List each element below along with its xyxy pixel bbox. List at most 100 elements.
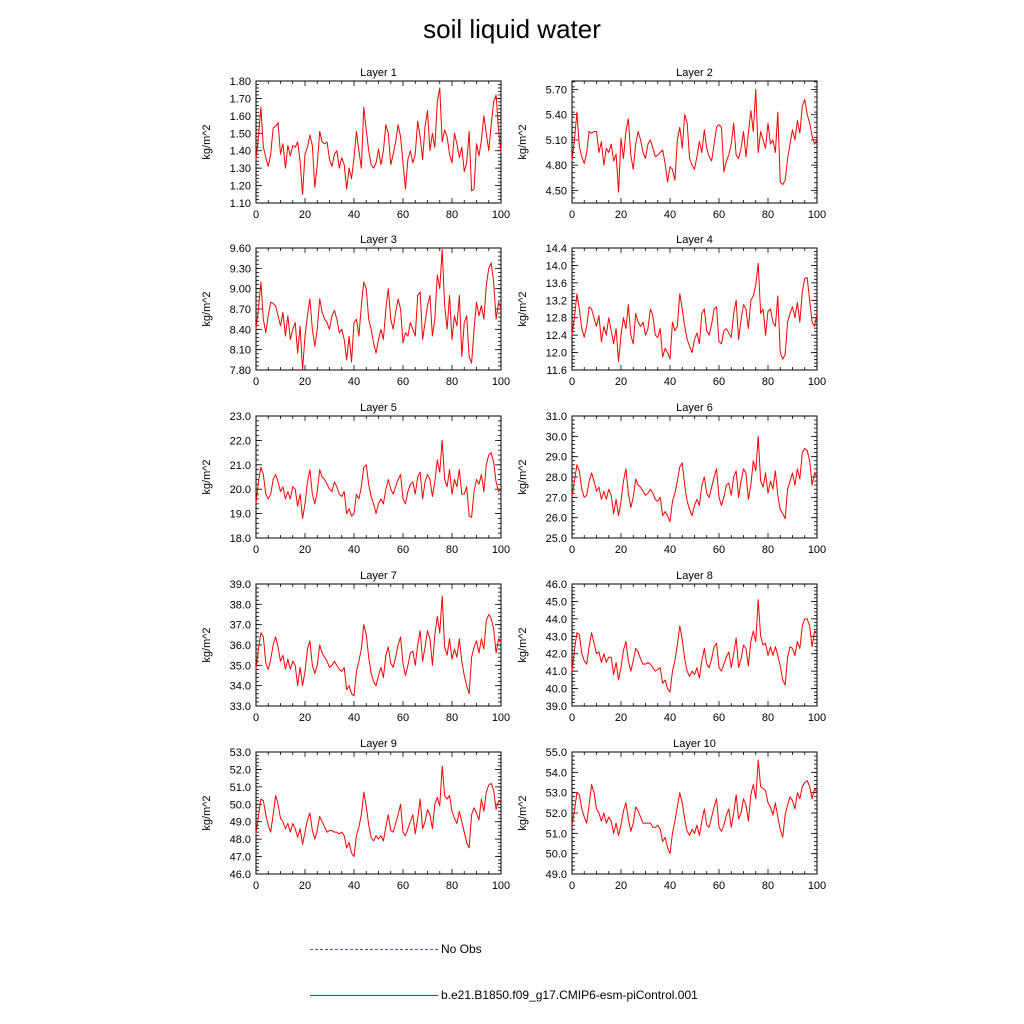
y-axis-label: kg/m^2 <box>517 795 529 830</box>
y-tick-label: 1.40 <box>230 146 251 158</box>
y-tick-label: 26.0 <box>546 513 567 525</box>
panel-title: Layer 3 <box>360 234 397 246</box>
x-tick-label: 0 <box>253 712 259 724</box>
x-tick-label: 0 <box>569 712 575 724</box>
series-line-model-run <box>255 87 502 195</box>
x-tick-label: 100 <box>808 880 826 892</box>
y-tick-label: 51.0 <box>230 782 251 794</box>
x-tick-label: 40 <box>664 880 676 892</box>
y-axis-label: kg/m^2 <box>517 459 529 494</box>
x-tick-label: 80 <box>446 544 458 556</box>
y-tick-label: 53.0 <box>230 747 251 759</box>
x-tick-label: 20 <box>299 376 311 388</box>
y-tick-label: 4.50 <box>546 185 567 197</box>
y-tick-label: 39.0 <box>546 701 567 713</box>
x-tick-label: 20 <box>615 544 627 556</box>
y-tick-label: 5.70 <box>546 84 567 96</box>
x-tick-label: 40 <box>348 376 360 388</box>
x-tick-label: 0 <box>569 209 575 221</box>
y-tick-label: 36.0 <box>230 640 251 652</box>
y-tick-label: 9.00 <box>230 284 251 296</box>
y-tick-label: 44.0 <box>546 614 567 626</box>
y-axis-label: kg/m^2 <box>201 291 213 326</box>
x-tick-label: 60 <box>713 209 725 221</box>
panel-title: Layer 9 <box>360 738 397 750</box>
series-line-model-run <box>571 262 818 362</box>
x-tick-label: 60 <box>397 209 409 221</box>
y-axis-label: kg/m^2 <box>201 795 213 830</box>
x-tick-label: 0 <box>569 544 575 556</box>
plot-frame <box>571 583 818 707</box>
x-tick-label: 80 <box>446 712 458 724</box>
x-tick-label: 60 <box>397 712 409 724</box>
y-tick-label: 50.0 <box>546 849 567 861</box>
x-tick-label: 60 <box>713 880 725 892</box>
y-tick-label: 4.80 <box>546 160 567 172</box>
x-tick-label: 20 <box>615 209 627 221</box>
y-tick-label: 37.0 <box>230 620 251 632</box>
y-tick-label: 50.0 <box>230 799 251 811</box>
series-line-model-run <box>571 435 818 523</box>
x-tick-label: 20 <box>615 880 627 892</box>
x-tick-label: 100 <box>808 712 826 724</box>
y-tick-label: 23.0 <box>230 411 251 423</box>
y-tick-label: 8.10 <box>230 345 251 357</box>
plot-frame <box>571 415 818 539</box>
legend-label: No Obs <box>441 942 482 956</box>
x-tick-label: 20 <box>299 209 311 221</box>
y-tick-label: 54.0 <box>546 767 567 779</box>
panel-layer-1: Layer 1 kg/m^2 0 20 40 60 80 100 1.10 1.20 1.30 1.4… <box>201 67 510 221</box>
y-tick-label: 18.0 <box>230 533 251 545</box>
legend-label: b.e21.B1850.f09_g17.CMIP6-esm-piControl.… <box>441 988 698 1002</box>
y-tick-label: 29.0 <box>546 452 567 464</box>
y-tick-label: 35.0 <box>230 660 251 672</box>
x-tick-label: 60 <box>397 544 409 556</box>
y-tick-label: 38.0 <box>230 599 251 611</box>
y-tick-label: 5.10 <box>546 135 567 147</box>
plot-frame <box>255 583 502 707</box>
y-tick-label: 55.0 <box>546 747 567 759</box>
x-tick-label: 80 <box>762 376 774 388</box>
y-tick-label: 5.40 <box>546 110 567 122</box>
y-tick-label: 1.30 <box>230 163 251 175</box>
panel-title: Layer 7 <box>360 570 397 582</box>
x-tick-label: 60 <box>713 712 725 724</box>
x-tick-label: 60 <box>397 880 409 892</box>
y-axis-label: kg/m^2 <box>517 124 529 159</box>
y-tick-label: 12.4 <box>546 330 567 342</box>
panel-layer-7: Layer 7 kg/m^2 0 20 40 60 80 100 33.0 34.0 35.0 36.… <box>201 570 510 724</box>
x-tick-label: 80 <box>762 544 774 556</box>
series-line-model-run <box>571 88 818 193</box>
y-tick-label: 49.0 <box>546 869 567 881</box>
x-tick-label: 100 <box>808 544 826 556</box>
x-tick-label: 100 <box>492 712 510 724</box>
y-tick-label: 27.0 <box>546 492 567 504</box>
panel-layer-4: Layer 4 kg/m^2 0 20 40 60 80 100 11.6 12.0 12.4 12.… <box>517 234 826 388</box>
x-tick-label: 20 <box>299 544 311 556</box>
x-tick-label: 100 <box>492 209 510 221</box>
plot-frame <box>571 80 818 204</box>
y-tick-label: 31.0 <box>546 411 567 423</box>
y-tick-label: 19.0 <box>230 509 251 521</box>
panel-title: Layer 5 <box>360 402 397 414</box>
panel-title: Layer 4 <box>676 234 713 246</box>
panel-title: Layer 6 <box>676 402 713 414</box>
chart-title: soil liquid water <box>423 14 601 44</box>
y-tick-label: 51.0 <box>546 828 567 840</box>
y-tick-label: 1.60 <box>230 111 251 123</box>
panel-title: Layer 2 <box>676 67 713 79</box>
legend-swatch-dashed <box>310 949 438 950</box>
y-axis-label: kg/m^2 <box>201 124 213 159</box>
series-line-model-run <box>571 759 818 855</box>
x-tick-label: 80 <box>446 209 458 221</box>
y-tick-label: 22.0 <box>230 435 251 447</box>
x-tick-label: 0 <box>253 376 259 388</box>
y-tick-label: 1.10 <box>230 198 251 210</box>
y-tick-label: 39.0 <box>230 579 251 591</box>
x-tick-label: 0 <box>569 880 575 892</box>
panel-title: Layer 8 <box>676 570 713 582</box>
y-tick-label: 14.4 <box>546 243 567 255</box>
x-tick-label: 40 <box>664 376 676 388</box>
x-tick-label: 100 <box>492 880 510 892</box>
